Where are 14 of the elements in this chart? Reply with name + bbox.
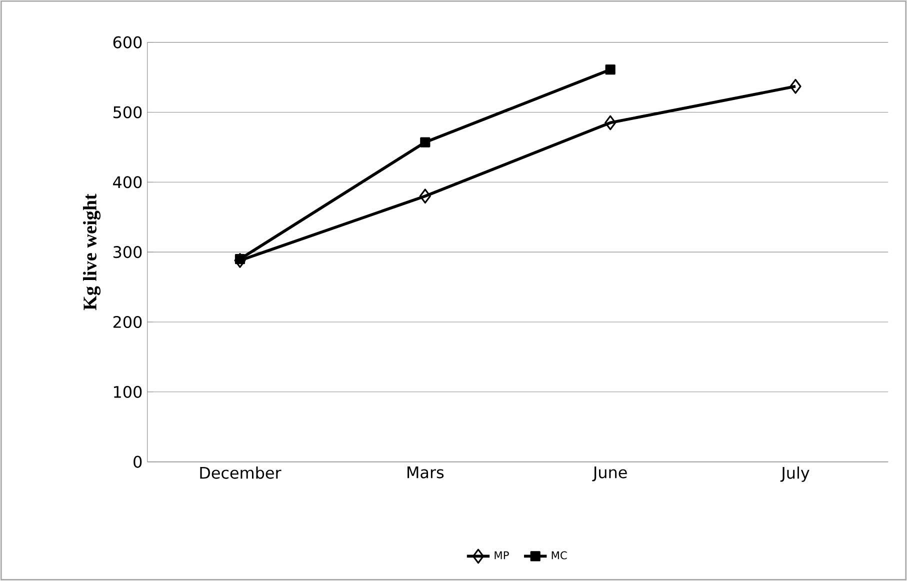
y-tick-label: 600 bbox=[113, 36, 142, 48]
x-tick-label: December bbox=[200, 466, 282, 479]
y-tick-label: 300 bbox=[113, 246, 142, 258]
y-tick-label: 400 bbox=[113, 176, 142, 188]
legend-label: MC bbox=[552, 551, 567, 560]
y-tick-label: 0 bbox=[134, 456, 142, 468]
x-tick-label: Mars bbox=[408, 466, 444, 478]
y-tick-label: 100 bbox=[114, 386, 142, 398]
y-axis-title: Kg live weight bbox=[83, 194, 101, 310]
x-tick-label: July bbox=[780, 466, 810, 482]
x-tick-label: June bbox=[592, 466, 627, 482]
y-tick-label: 500 bbox=[114, 106, 142, 118]
legend-label: MP bbox=[494, 551, 509, 560]
y-tick-label: 200 bbox=[113, 316, 142, 328]
